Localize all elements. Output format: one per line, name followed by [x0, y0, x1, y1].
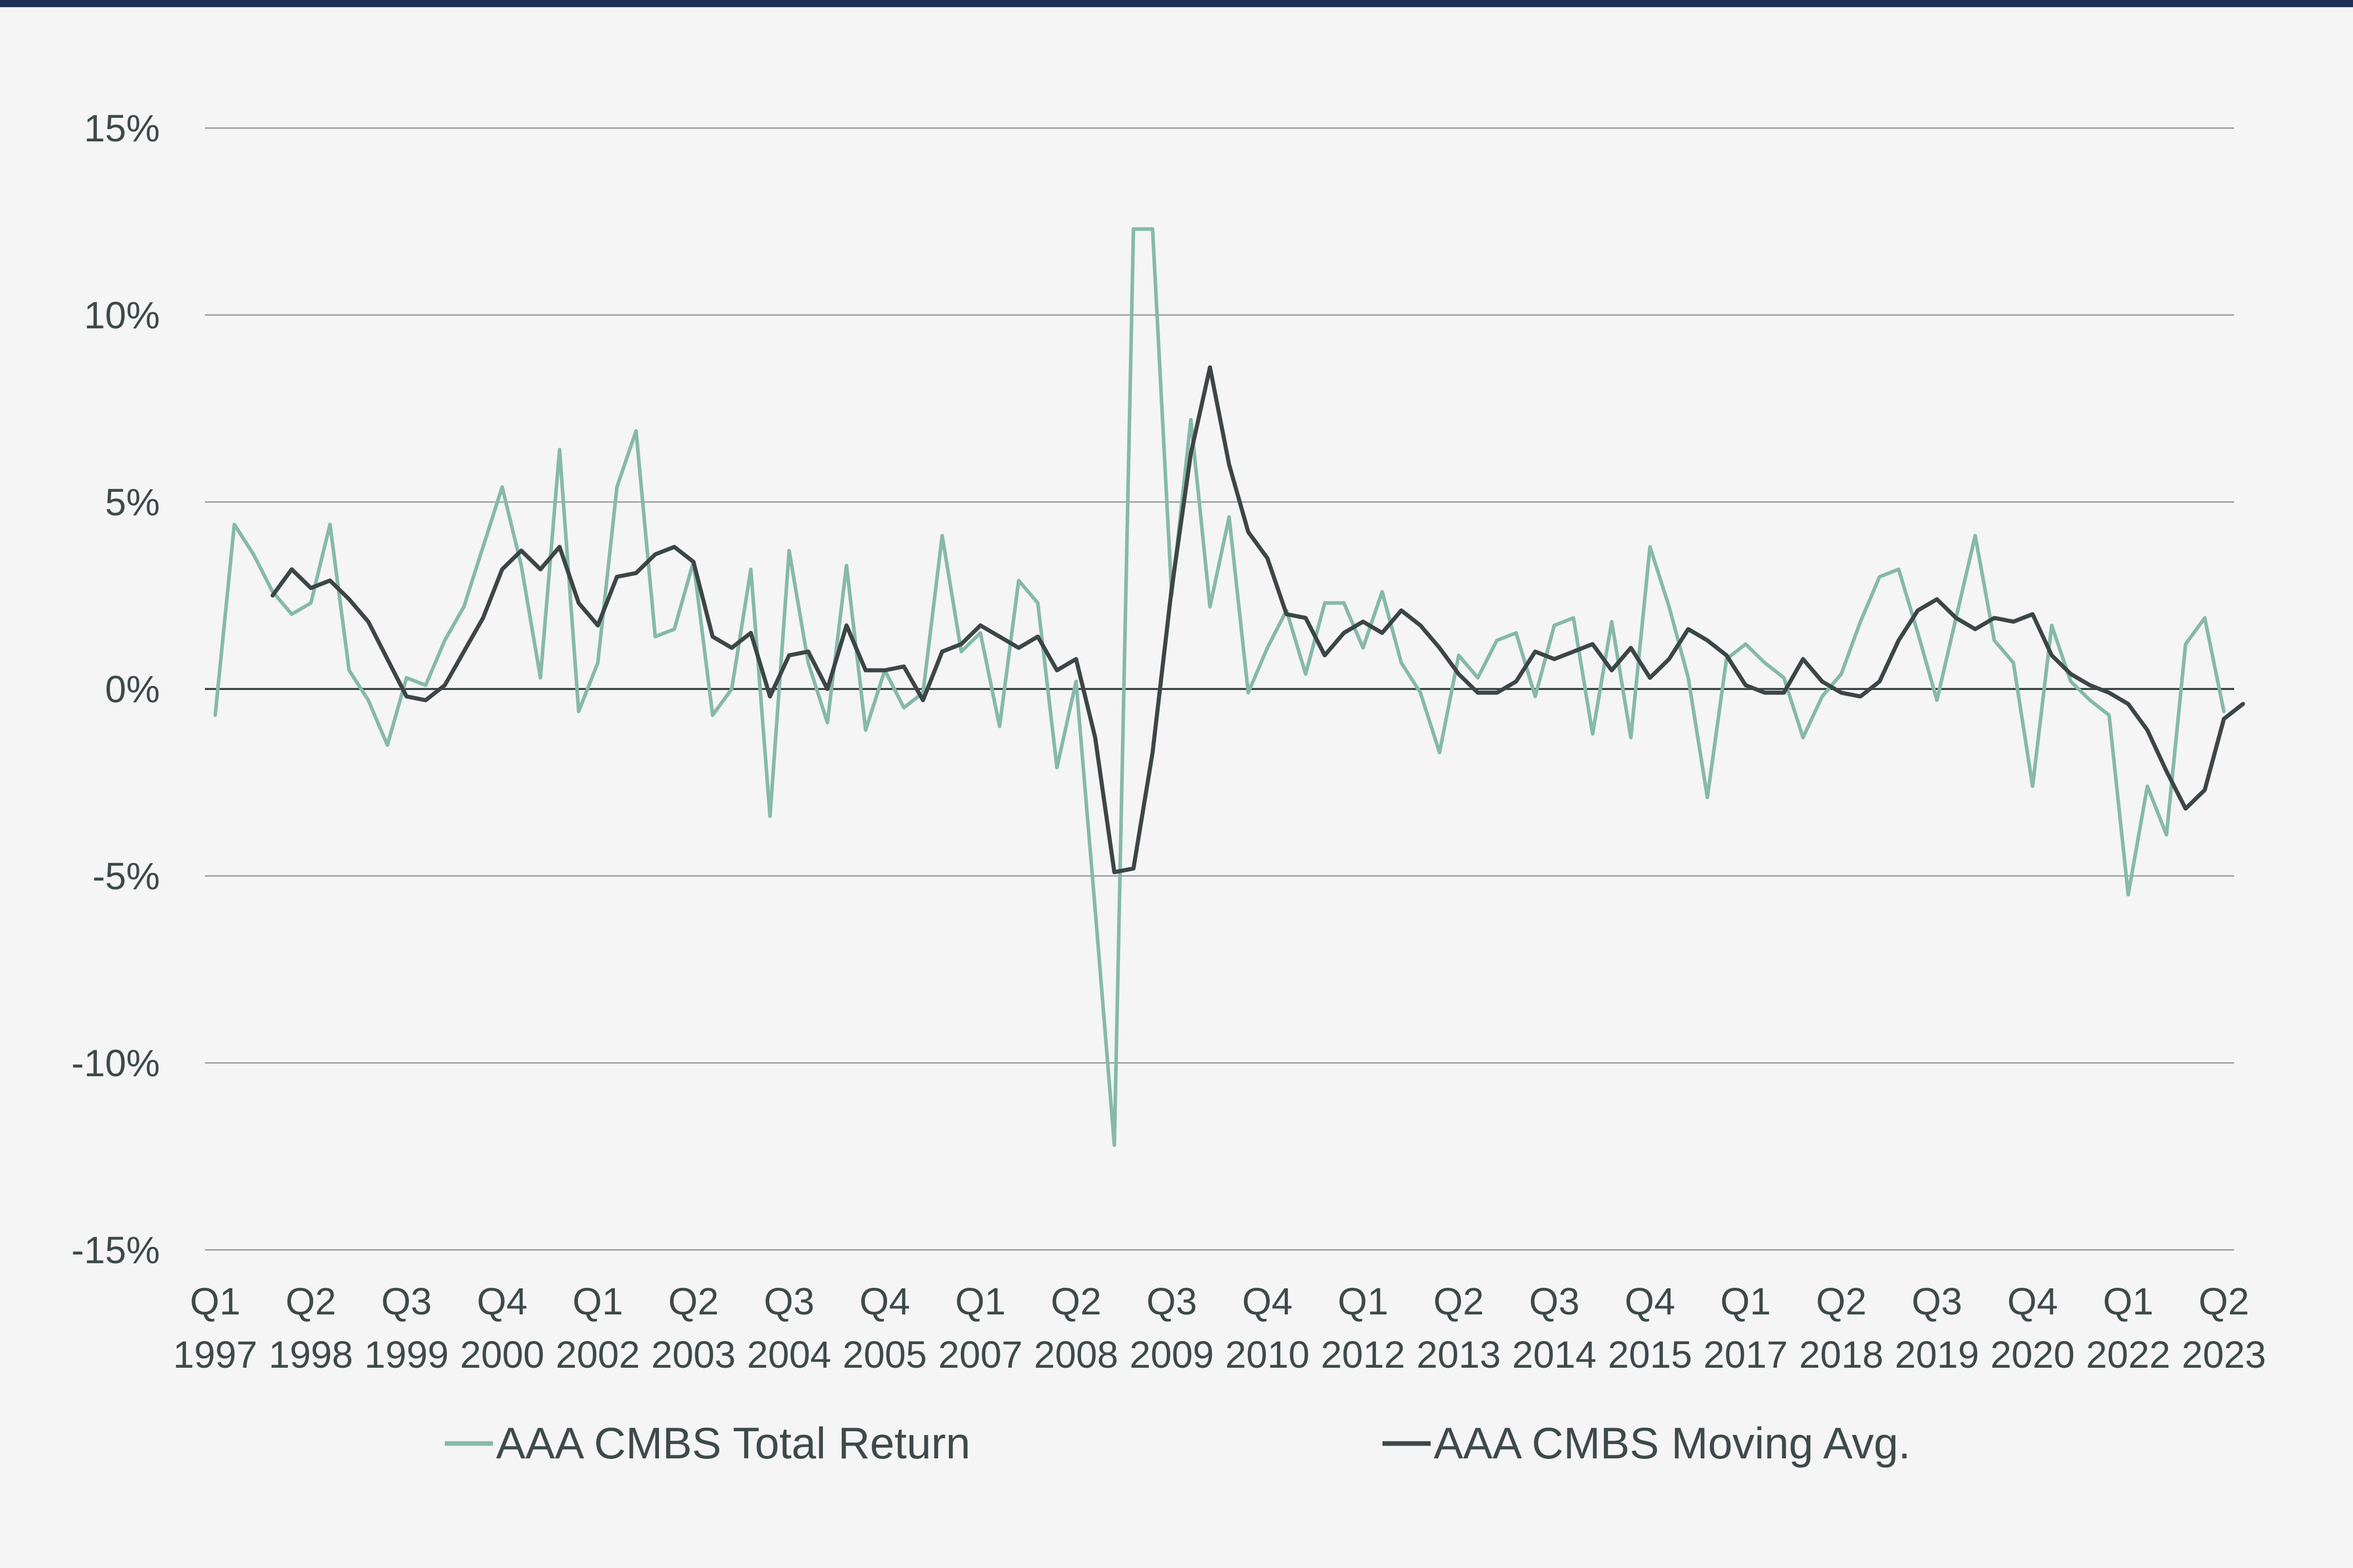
x-tick-quarter: Q1	[2103, 1280, 2154, 1323]
legend: AAA CMBS Total Return AAA CMBS Moving Av…	[445, 1419, 1911, 1468]
y-tick-label: 5%	[105, 481, 160, 524]
x-tick-quarter: Q3	[764, 1280, 815, 1323]
x-tick-year: 2007	[938, 1333, 1023, 1376]
x-tick-quarter: Q2	[1051, 1280, 1102, 1323]
legend-label-total-return: AAA CMBS Total Return	[496, 1419, 971, 1468]
x-tick-quarter: Q2	[2199, 1280, 2249, 1323]
x-tick-year: 2023	[2182, 1333, 2266, 1376]
x-tick-year: 1998	[269, 1333, 353, 1376]
x-tick-year: 2002	[555, 1333, 640, 1376]
x-tick-quarter: Q4	[2007, 1280, 2058, 1323]
gridlines	[205, 127, 2234, 1251]
x-tick-year: 2014	[1512, 1333, 1597, 1376]
x-tick-year: 2004	[747, 1333, 832, 1376]
x-tick-year: 2018	[1799, 1333, 1884, 1376]
x-tick-year: 2020	[1990, 1333, 2075, 1376]
legend-item-moving-avg[interactable]: AAA CMBS Moving Avg.	[1382, 1419, 1911, 1468]
x-tick-quarter: Q1	[1720, 1280, 1771, 1323]
x-tick-quarter: Q1	[572, 1280, 623, 1323]
series-line-total-return	[213, 227, 2226, 1147]
x-tick-quarter: Q3	[1146, 1280, 1197, 1323]
y-tick-label: -10%	[71, 1042, 160, 1084]
x-tick-year: 2005	[842, 1333, 927, 1376]
y-axis-tick-labels: 15% 10% 5% 0% -5% -10% -15%	[71, 107, 160, 1271]
x-tick-quarter: Q1	[955, 1280, 1006, 1323]
x-tick-year: 2019	[1895, 1333, 1979, 1376]
x-tick-year: 1997	[173, 1333, 258, 1376]
legend-item-total-return[interactable]: AAA CMBS Total Return	[445, 1419, 971, 1468]
x-tick-quarter: Q3	[1912, 1280, 1963, 1323]
x-tick-year: 2022	[2086, 1333, 2171, 1376]
x-tick-quarter: Q4	[477, 1280, 528, 1323]
series-lines	[213, 227, 2245, 1147]
x-tick-year: 2015	[1608, 1333, 1692, 1376]
x-tick-quarter: Q1	[190, 1280, 241, 1323]
y-tick-label: 15%	[84, 107, 160, 150]
x-tick-quarter: Q2	[1433, 1280, 1484, 1323]
x-tick-year: 2017	[1703, 1333, 1788, 1376]
x-tick-year: 2013	[1416, 1333, 1501, 1376]
x-axis-tick-labels: Q1 1997 Q2 1998 Q3 1999 Q4 2000 Q1 2002 Q2 2003 Q3 20…	[173, 1280, 2266, 1376]
x-tick-year: 2000	[460, 1333, 545, 1376]
top-border-bar	[0, 0, 2353, 7]
x-tick-quarter: Q1	[1338, 1280, 1389, 1323]
x-tick-quarter: Q3	[1529, 1280, 1580, 1323]
x-tick-quarter: Q4	[1625, 1280, 1676, 1323]
x-tick-year: 2009	[1129, 1333, 1214, 1376]
x-tick-quarter: Q2	[1816, 1280, 1867, 1323]
y-tick-label: 0%	[105, 668, 160, 710]
x-tick-quarter: Q4	[859, 1280, 910, 1323]
x-tick-year: 1999	[364, 1333, 449, 1376]
y-tick-label: -5%	[92, 855, 160, 897]
x-tick-year: 2003	[651, 1333, 736, 1376]
x-tick-year: 2008	[1034, 1333, 1119, 1376]
x-tick-quarter: Q4	[1242, 1280, 1293, 1323]
x-tick-quarter: Q3	[381, 1280, 432, 1323]
series-line-moving-avg	[271, 365, 2245, 874]
y-tick-label: -15%	[71, 1229, 160, 1271]
x-tick-year: 2012	[1321, 1333, 1406, 1376]
x-tick-quarter: Q2	[285, 1280, 336, 1323]
x-tick-quarter: Q2	[668, 1280, 719, 1323]
x-tick-year: 2010	[1225, 1333, 1310, 1376]
legend-label-moving-avg: AAA CMBS Moving Avg.	[1434, 1419, 1911, 1468]
y-tick-label: 10%	[84, 294, 160, 337]
